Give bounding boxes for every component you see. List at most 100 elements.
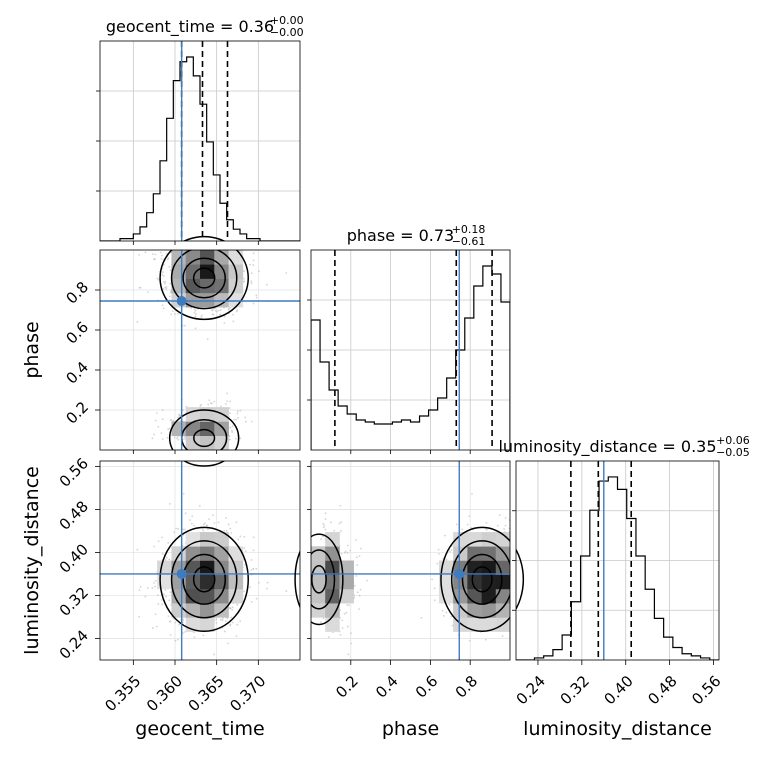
sample-point	[229, 527, 232, 530]
sample-point	[147, 586, 149, 589]
sample-point	[207, 403, 210, 406]
sample-point	[229, 623, 232, 626]
sample-point	[235, 418, 238, 421]
density-cell	[200, 278, 215, 294]
sample-point	[165, 286, 168, 288]
sample-point	[266, 587, 268, 590]
sample-point	[266, 283, 268, 286]
sample-point	[168, 295, 171, 298]
sample-point	[169, 634, 172, 636]
sample-point	[461, 528, 464, 531]
sample-point	[144, 595, 147, 598]
histogram-luminosity_distance	[516, 476, 719, 661]
sample-point	[236, 604, 239, 606]
mask-rect	[0, 450, 760, 461]
sample-point	[349, 632, 352, 635]
sample-point	[258, 270, 260, 273]
sample-point	[157, 603, 160, 605]
sample-point	[214, 309, 217, 312]
mask-rect	[0, 660, 760, 760]
sample-point	[219, 618, 222, 621]
sample-point	[255, 296, 258, 299]
sample-point	[194, 309, 197, 312]
sample-point	[207, 528, 209, 531]
sample-point	[338, 522, 341, 525]
grid-layer	[100, 41, 719, 660]
sample-point	[341, 627, 344, 630]
sample-point	[243, 280, 246, 283]
sample-point	[209, 402, 212, 404]
sample-point	[320, 538, 322, 540]
sample-point	[252, 536, 255, 539]
sample-point	[154, 613, 157, 616]
density-cell	[311, 560, 326, 576]
sample-point	[191, 515, 194, 518]
sample-point	[173, 436, 176, 439]
sample-point	[154, 579, 157, 582]
sample-point	[231, 606, 234, 609]
sample-point	[136, 320, 139, 323]
sample-point	[163, 281, 165, 284]
sample-point	[182, 492, 185, 495]
sample-point	[236, 412, 239, 415]
sample-point	[228, 607, 231, 609]
sample-point	[151, 437, 154, 440]
sample-point	[151, 587, 154, 590]
sample-point	[322, 522, 325, 525]
mask-rect	[311, 0, 760, 250]
sample-point	[155, 625, 158, 628]
sample-point	[161, 536, 164, 539]
density-cell	[311, 546, 326, 561]
sample-point	[219, 405, 222, 408]
density-cell	[311, 603, 326, 618]
sample-point	[165, 556, 168, 559]
density-cell	[171, 264, 187, 279]
contour-line	[193, 428, 216, 448]
sample-point	[173, 531, 176, 534]
density-cell	[339, 588, 354, 604]
density-cell	[228, 546, 244, 561]
panel-frame	[310, 460, 511, 661]
sample-point	[250, 569, 253, 572]
sample-point	[219, 313, 222, 316]
sample-point	[235, 310, 238, 313]
density-cell	[481, 617, 497, 632]
sample-point	[503, 528, 505, 530]
density-cell	[495, 603, 511, 618]
sample-point	[255, 294, 258, 297]
sample-point	[151, 627, 154, 630]
sample-point	[184, 631, 186, 633]
sample-point	[215, 618, 218, 621]
sample-point	[449, 550, 451, 553]
sample-point	[466, 523, 469, 526]
sample-point	[165, 288, 168, 290]
sample-point	[160, 432, 163, 434]
sample-point	[330, 521, 332, 524]
sample-point	[350, 642, 353, 645]
sample-point	[258, 581, 260, 584]
sample-point	[442, 615, 445, 617]
sample-point	[153, 582, 155, 584]
sample-point	[249, 263, 251, 266]
sample-point	[161, 304, 164, 307]
sample-point	[227, 523, 230, 526]
density-cell	[325, 560, 340, 576]
sample-point	[162, 264, 165, 266]
contour-line	[168, 409, 240, 467]
density-cell	[325, 574, 340, 590]
sample-point	[471, 492, 473, 495]
sample-point	[349, 549, 352, 552]
sample-point	[176, 437, 178, 440]
sample-point	[223, 529, 226, 532]
sample-point	[154, 253, 157, 256]
sample-point	[232, 313, 234, 316]
panel-title-sub: −0.05	[716, 446, 750, 459]
sample-point	[366, 579, 369, 582]
histogram-phase	[310, 265, 511, 450]
contour-line	[294, 533, 344, 626]
sample-point	[153, 433, 155, 436]
sample-point	[339, 634, 342, 636]
sample-point	[232, 320, 235, 323]
sample-point	[501, 635, 504, 638]
y-axis-label-luminosity_distance: luminosity_distance	[21, 466, 43, 655]
